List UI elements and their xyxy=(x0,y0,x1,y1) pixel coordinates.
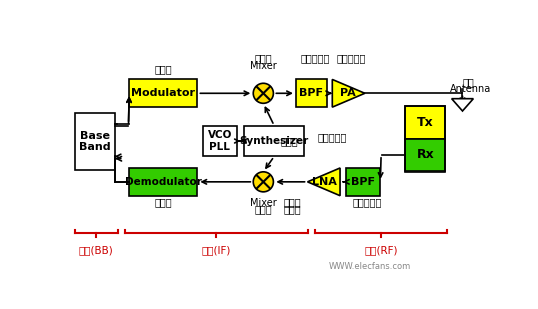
Bar xyxy=(346,168,380,196)
Text: Tx: Tx xyxy=(417,116,434,129)
Text: 合成器: 合成器 xyxy=(281,136,299,146)
Text: 調變器: 調變器 xyxy=(154,64,172,74)
Text: Antenna: Antenna xyxy=(450,84,491,94)
Text: Rx: Rx xyxy=(416,148,434,161)
Text: 中頻(IF): 中頻(IF) xyxy=(202,245,231,255)
Polygon shape xyxy=(308,168,340,196)
Bar xyxy=(405,106,445,172)
Text: 放大器: 放大器 xyxy=(284,205,302,214)
Text: 低雜訊: 低雜訊 xyxy=(284,198,302,208)
Text: VCO
PLL: VCO PLL xyxy=(208,130,232,152)
Circle shape xyxy=(253,172,273,192)
Polygon shape xyxy=(332,79,365,107)
Text: 帶通濾波器: 帶通濾波器 xyxy=(352,198,382,208)
Polygon shape xyxy=(451,99,473,111)
Text: 混頻器: 混頻器 xyxy=(254,54,272,64)
Bar xyxy=(129,168,197,196)
Bar xyxy=(296,79,327,107)
Text: Base
Band: Base Band xyxy=(79,131,111,152)
Bar xyxy=(129,79,197,107)
Text: 帶通濾波器: 帶通濾波器 xyxy=(301,54,330,64)
Text: LNA: LNA xyxy=(312,177,337,187)
Text: 混頻器: 混頻器 xyxy=(254,205,272,214)
Text: 射頻(RF): 射頻(RF) xyxy=(364,245,398,255)
Bar xyxy=(244,126,305,156)
Text: BPF: BPF xyxy=(299,88,323,98)
Text: BPF: BPF xyxy=(351,177,376,187)
Text: Modulator: Modulator xyxy=(131,88,195,98)
Text: PA: PA xyxy=(340,88,356,98)
Text: WWW.elecfans.com: WWW.elecfans.com xyxy=(328,262,410,271)
Bar xyxy=(405,106,445,139)
Text: 天線: 天線 xyxy=(463,77,475,87)
Text: Demodulator: Demodulator xyxy=(125,177,202,187)
Bar xyxy=(203,126,237,156)
Text: Synthesizer: Synthesizer xyxy=(239,136,309,146)
Bar xyxy=(75,112,115,170)
Text: Mixer: Mixer xyxy=(250,198,277,208)
Text: 解調器: 解調器 xyxy=(154,198,172,208)
Text: 功率放大器: 功率放大器 xyxy=(336,54,366,64)
Text: 基頻(BB): 基頻(BB) xyxy=(79,245,114,255)
Bar xyxy=(405,139,445,171)
Circle shape xyxy=(253,83,273,103)
Text: 傳送接收器: 傳送接收器 xyxy=(317,132,347,142)
Text: Mixer: Mixer xyxy=(250,61,277,70)
